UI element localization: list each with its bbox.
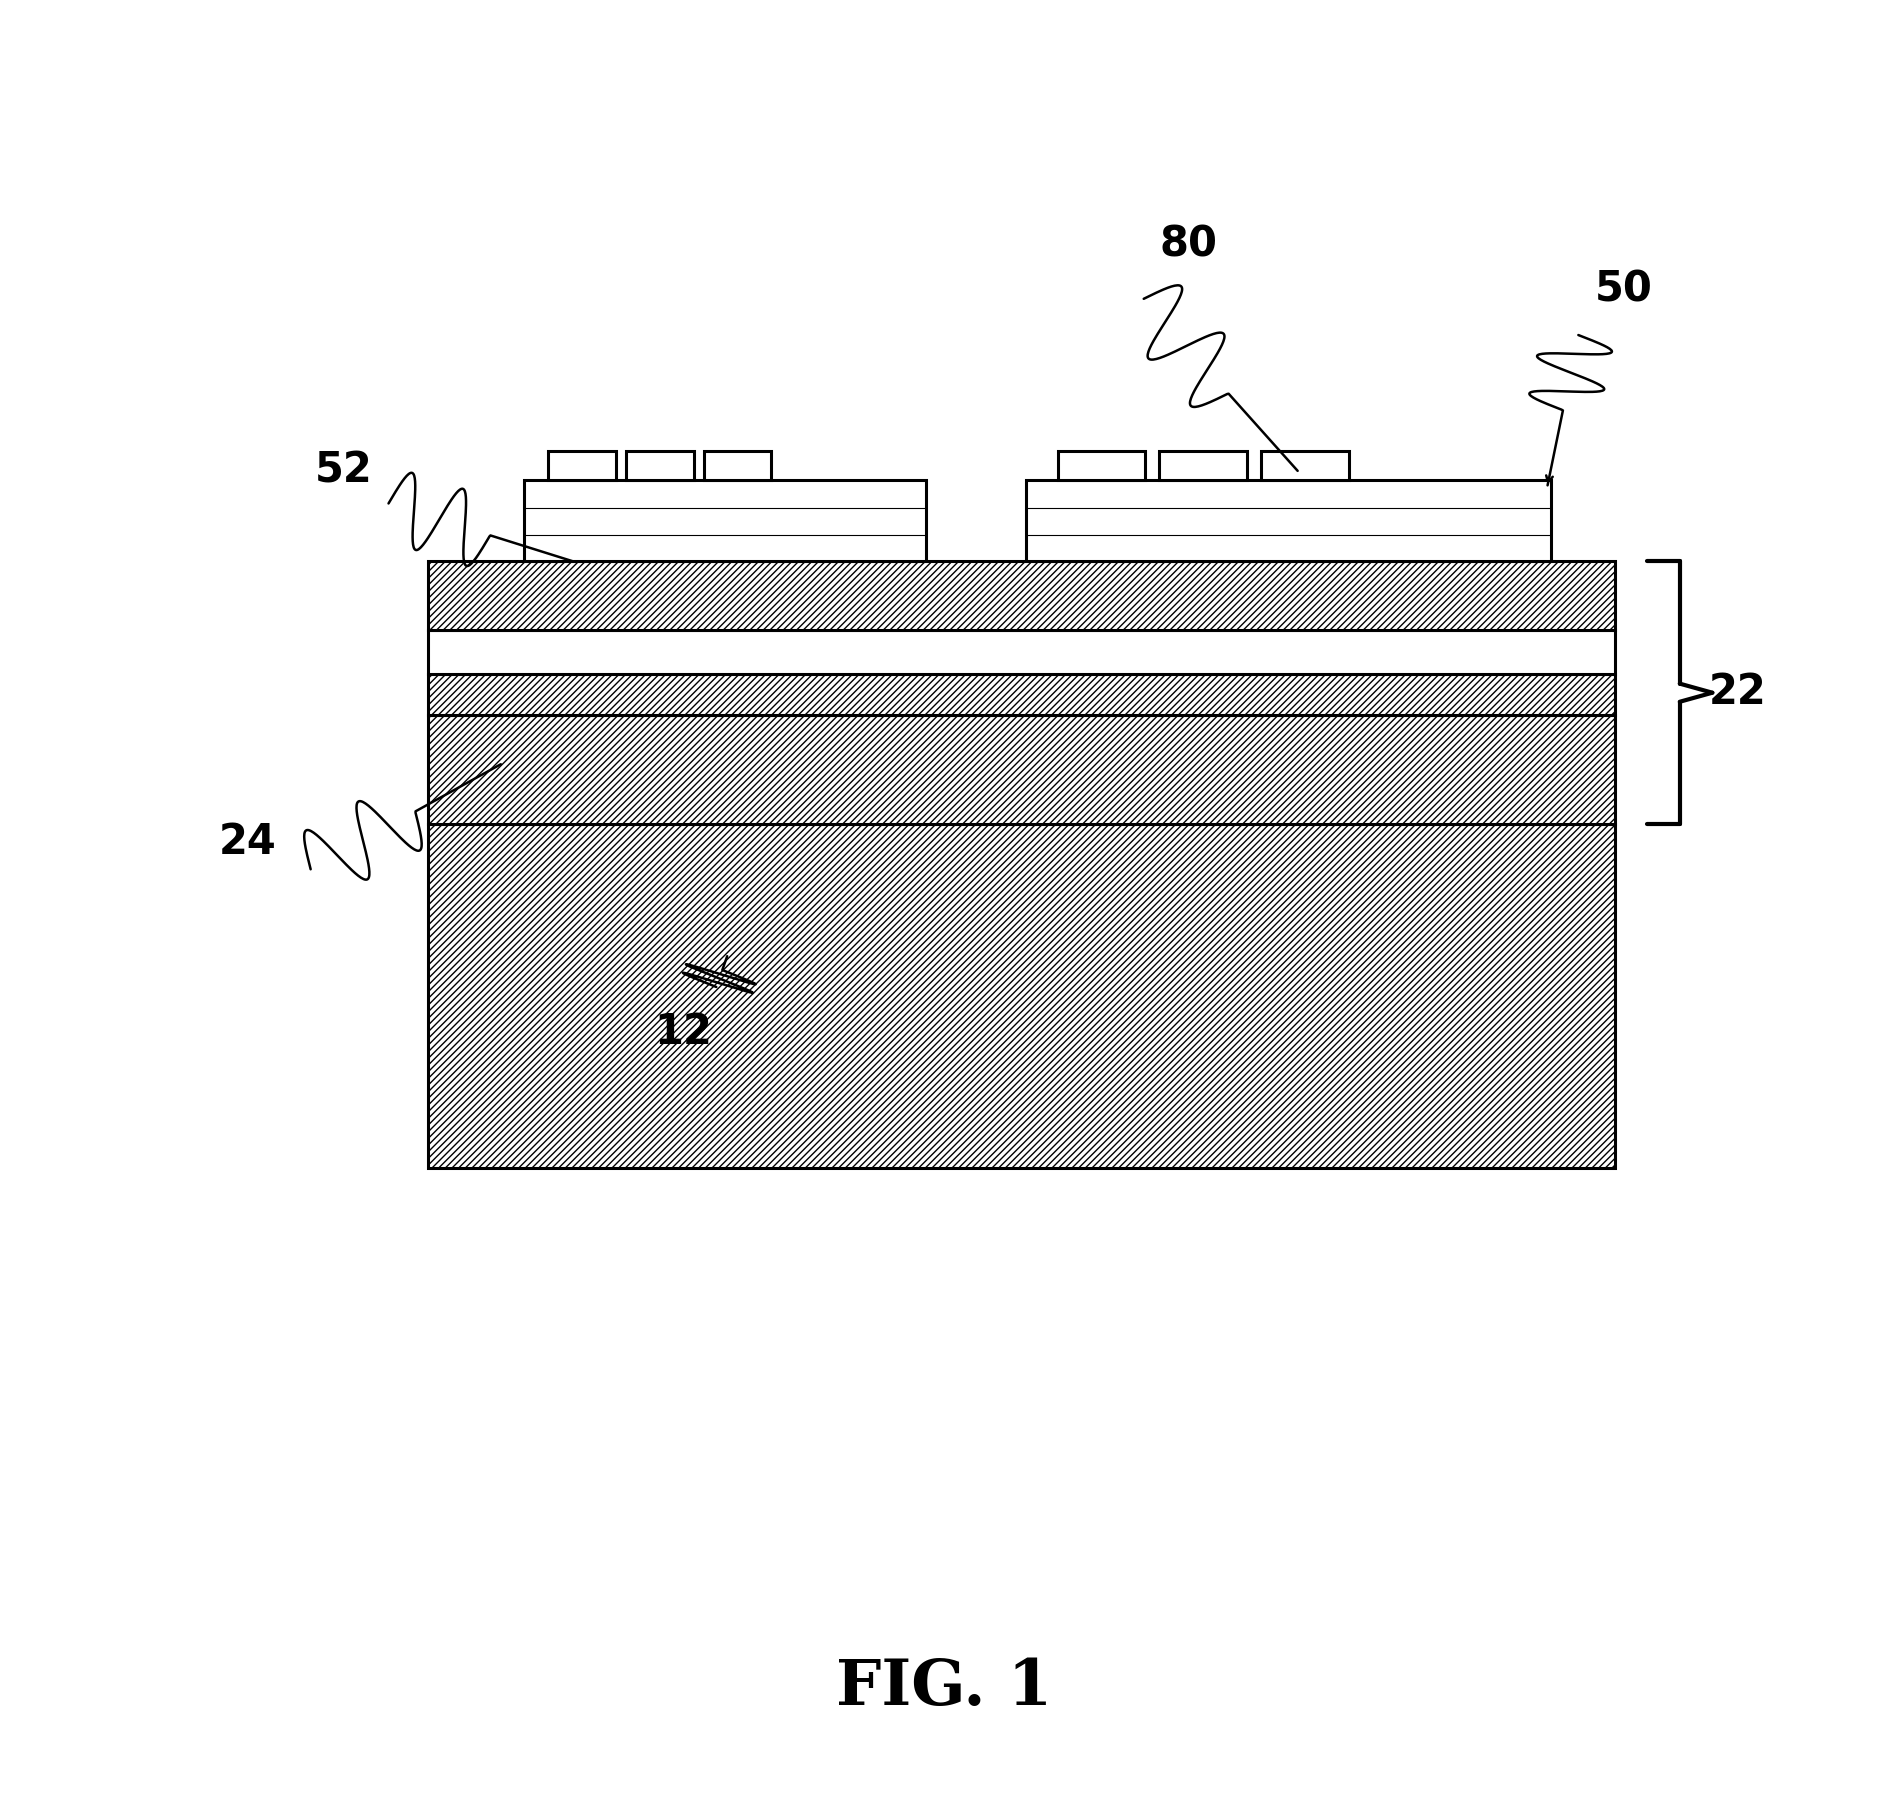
Bar [1260,451,1349,480]
Text: 50: 50 [1594,268,1653,311]
Bar [548,451,616,480]
Bar [429,674,1615,715]
Bar [1058,451,1145,480]
Text: 24: 24 [219,820,276,864]
Text: 80: 80 [1160,223,1218,266]
Text: 52: 52 [314,449,372,493]
Bar [627,451,693,480]
Text: 22: 22 [1710,670,1766,714]
Bar [429,715,1615,824]
Bar [429,561,1615,630]
Bar [525,480,926,561]
Bar [429,824,1615,1168]
Text: FIG. 1: FIG. 1 [837,1657,1052,1719]
Bar [429,630,1615,674]
Bar [1160,451,1247,480]
Text: 12: 12 [655,1011,712,1054]
Bar [705,451,771,480]
Bar [1026,480,1551,561]
